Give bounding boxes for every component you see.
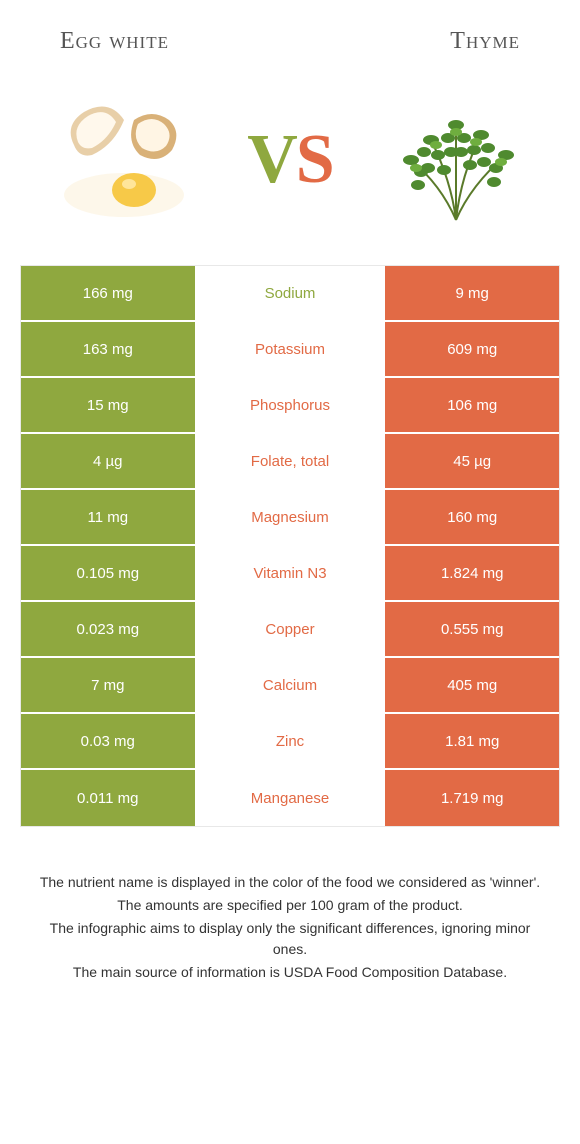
cell-left-value: 11 mg [21, 490, 195, 544]
cell-left-value: 166 mg [21, 266, 195, 320]
cell-nutrient-label: Potassium [195, 322, 386, 376]
vs-s: S [296, 121, 333, 198]
header: Egg white Thyme [0, 0, 580, 65]
cell-right-value: 609 mg [385, 322, 559, 376]
footnotes: The nutrient name is displayed in the co… [0, 827, 580, 1005]
egg-white-image [39, 85, 209, 235]
vs-v: V [247, 121, 296, 198]
cell-nutrient-label: Vitamin N3 [195, 546, 386, 600]
table-row: 15 mgPhosphorus106 mg [21, 378, 559, 434]
cell-nutrient-label: Magnesium [195, 490, 386, 544]
title-right: Thyme [450, 28, 520, 55]
footnote-line: The main source of information is USDA F… [35, 962, 545, 983]
cell-right-value: 45 µg [385, 434, 559, 488]
cell-left-value: 15 mg [21, 378, 195, 432]
cell-left-value: 7 mg [21, 658, 195, 712]
table-row: 4 µgFolate, total45 µg [21, 434, 559, 490]
footnote-line: The nutrient name is displayed in the co… [35, 872, 545, 893]
table-row: 163 mgPotassium609 mg [21, 322, 559, 378]
cell-right-value: 1.719 mg [385, 770, 559, 826]
cell-nutrient-label: Sodium [195, 266, 386, 320]
footnote-line: The amounts are specified per 100 gram o… [35, 895, 545, 916]
vs-label: VS [247, 120, 333, 200]
cell-left-value: 163 mg [21, 322, 195, 376]
cell-right-value: 1.824 mg [385, 546, 559, 600]
cell-nutrient-label: Zinc [195, 714, 386, 768]
thyme-image [371, 85, 541, 235]
cell-left-value: 0.011 mg [21, 770, 195, 826]
cell-left-value: 0.03 mg [21, 714, 195, 768]
cell-left-value: 0.105 mg [21, 546, 195, 600]
cell-right-value: 1.81 mg [385, 714, 559, 768]
cell-nutrient-label: Phosphorus [195, 378, 386, 432]
table-row: 166 mgSodium9 mg [21, 266, 559, 322]
cell-left-value: 0.023 mg [21, 602, 195, 656]
table-row: 0.023 mgCopper0.555 mg [21, 602, 559, 658]
cell-right-value: 0.555 mg [385, 602, 559, 656]
table-row: 0.03 mgZinc1.81 mg [21, 714, 559, 770]
cell-left-value: 4 µg [21, 434, 195, 488]
nutrient-table: 166 mgSodium9 mg163 mgPotassium609 mg15 … [20, 265, 560, 827]
cell-right-value: 106 mg [385, 378, 559, 432]
cell-nutrient-label: Calcium [195, 658, 386, 712]
vs-row: VS [0, 65, 580, 265]
table-row: 11 mgMagnesium160 mg [21, 490, 559, 546]
cell-nutrient-label: Folate, total [195, 434, 386, 488]
cell-right-value: 160 mg [385, 490, 559, 544]
table-row: 0.011 mgManganese1.719 mg [21, 770, 559, 826]
title-left: Egg white [60, 28, 169, 55]
cell-right-value: 405 mg [385, 658, 559, 712]
cell-nutrient-label: Copper [195, 602, 386, 656]
cell-nutrient-label: Manganese [195, 770, 386, 826]
table-row: 7 mgCalcium405 mg [21, 658, 559, 714]
footnote-line: The infographic aims to display only the… [35, 918, 545, 960]
cell-right-value: 9 mg [385, 266, 559, 320]
table-row: 0.105 mgVitamin N31.824 mg [21, 546, 559, 602]
